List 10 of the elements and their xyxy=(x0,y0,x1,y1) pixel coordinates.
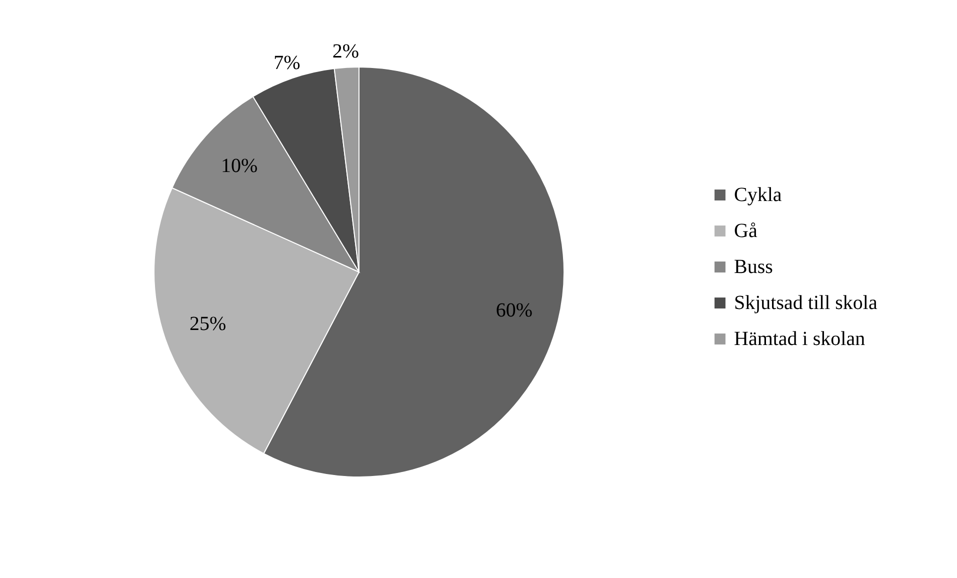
data-label: 7% xyxy=(274,52,300,74)
data-label: 10% xyxy=(220,154,258,177)
data-label: 60% xyxy=(496,299,533,322)
data-label: 2% xyxy=(332,40,359,62)
legend-label: Hämtad i skolan xyxy=(734,328,866,350)
legend-label: Gå xyxy=(734,220,758,242)
data-label: 25% xyxy=(190,313,226,336)
legend-label: Skjutsad till skola xyxy=(734,292,878,314)
legend-label: Cykla xyxy=(734,184,782,206)
legend-label: Buss xyxy=(734,256,774,278)
